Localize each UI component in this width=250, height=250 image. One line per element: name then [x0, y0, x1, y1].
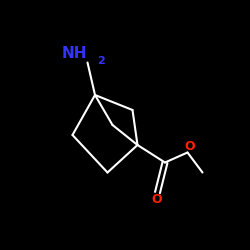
Text: NH: NH: [62, 46, 88, 61]
Text: O: O: [185, 140, 195, 153]
Text: 2: 2: [97, 56, 105, 66]
Text: O: O: [151, 193, 162, 206]
